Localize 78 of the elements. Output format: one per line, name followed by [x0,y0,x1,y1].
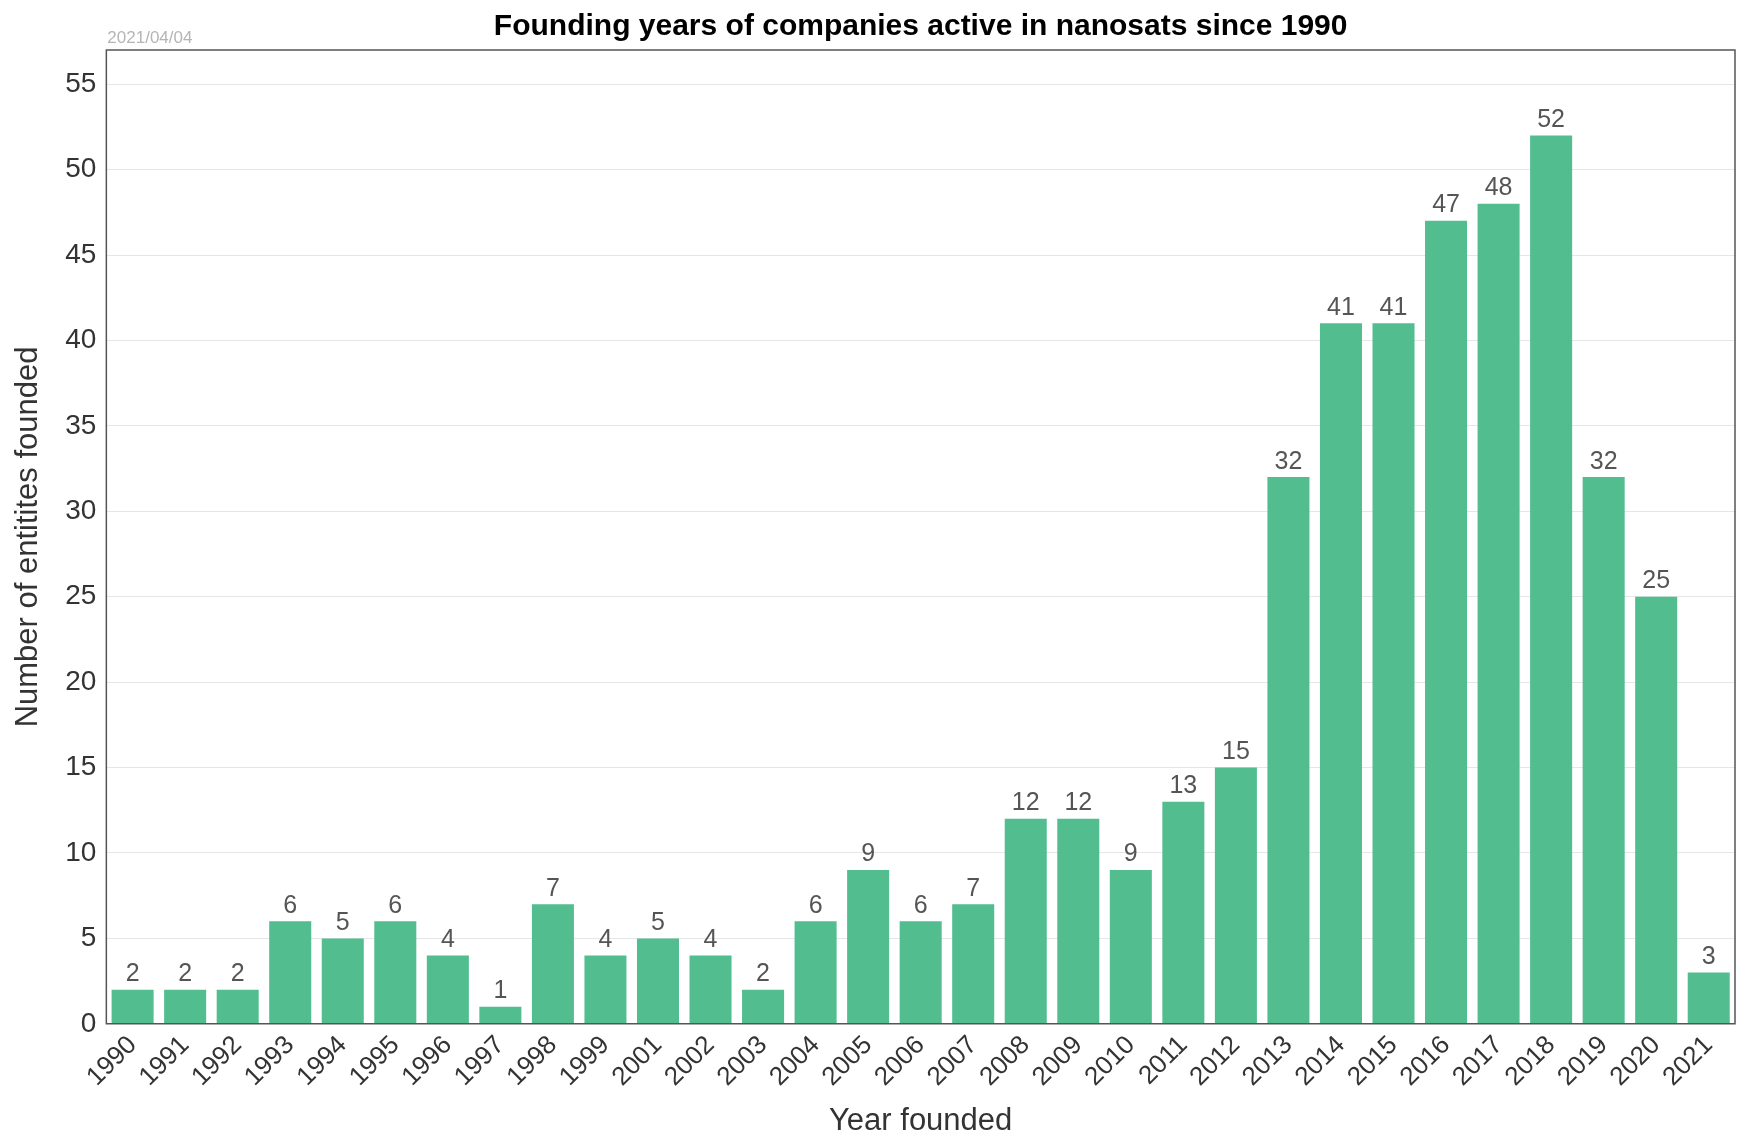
data-label: 41 [1327,291,1355,320]
data-label: 2 [756,958,771,987]
data-label: 15 [1221,735,1250,764]
bar [1372,323,1415,1024]
bar [216,989,259,1024]
y-tick-label: 50 [65,152,97,184]
data-label: 13 [1169,770,1198,799]
data-label: 48 [1484,172,1513,201]
bar [1057,818,1100,1024]
data-label: 32 [1589,445,1618,474]
x-axis-title: Year founded [829,1101,1013,1137]
bar [1162,801,1205,1024]
bar [742,989,785,1024]
bar [1687,972,1730,1024]
bar [1582,477,1625,1024]
y-axis-title: Number of entitites founded [9,346,45,728]
data-label: 41 [1379,291,1408,320]
data-label: 25 [1642,565,1671,594]
data-label: 6 [808,889,823,918]
bar [1477,203,1520,1024]
data-label: 2 [125,958,140,987]
y-tick-label: 55 [65,66,97,98]
y-tick-label: 10 [65,835,97,867]
y-tick-label: 35 [65,408,97,440]
data-label: 4 [440,923,455,952]
data-label: 7 [545,872,560,901]
data-label: 6 [283,889,298,918]
y-tick-label: 40 [65,323,97,355]
bar [321,938,364,1024]
data-label: 4 [703,923,718,952]
bar [269,921,312,1024]
data-label: 32 [1274,445,1303,474]
bar [952,904,995,1024]
data-label: 12 [1011,787,1040,816]
bar [531,904,574,1024]
data-label: 3 [1701,940,1716,969]
bar [1214,767,1257,1024]
bar [1319,323,1362,1024]
y-tick-label: 30 [65,494,97,526]
data-label: 1 [493,975,508,1004]
data-label: 5 [651,906,665,935]
text: 2021/04/04 [107,28,193,48]
data-label: 47 [1432,189,1460,218]
bar [636,938,679,1024]
bar [794,921,837,1024]
y-tick-label: 15 [65,750,97,782]
bar [689,955,732,1024]
bar [1267,477,1310,1024]
bar [1635,596,1678,1024]
bar [426,955,469,1024]
data-label: 6 [388,889,403,918]
y-tick-label: 5 [80,921,97,953]
data-label: 4 [598,923,613,952]
data-label: 6 [913,889,928,918]
bar [1004,818,1047,1024]
data-label: 9 [861,838,876,867]
data-label: 7 [966,872,981,901]
chart-title: Founding years of companies active in nanosats since 1990 [493,8,1348,42]
bar [164,989,207,1024]
bar [584,955,627,1024]
bar [374,921,417,1024]
bar [899,921,942,1024]
bar [1530,135,1573,1024]
data-label: 52 [1537,103,1566,132]
bar [111,989,154,1024]
bar [847,870,890,1024]
data-label: 9 [1123,838,1138,867]
data-label: 5 [335,906,350,935]
bar [1109,870,1152,1024]
y-tick-label: 20 [65,664,97,696]
y-tick-label: 45 [65,237,97,269]
data-label: 2 [230,958,245,987]
y-tick-label: 0 [80,1006,97,1038]
bar [479,1006,522,1024]
bar [1425,220,1468,1024]
y-tick-label: 25 [65,579,97,611]
data-label: 2 [178,958,193,987]
data-label: 12 [1064,787,1093,816]
